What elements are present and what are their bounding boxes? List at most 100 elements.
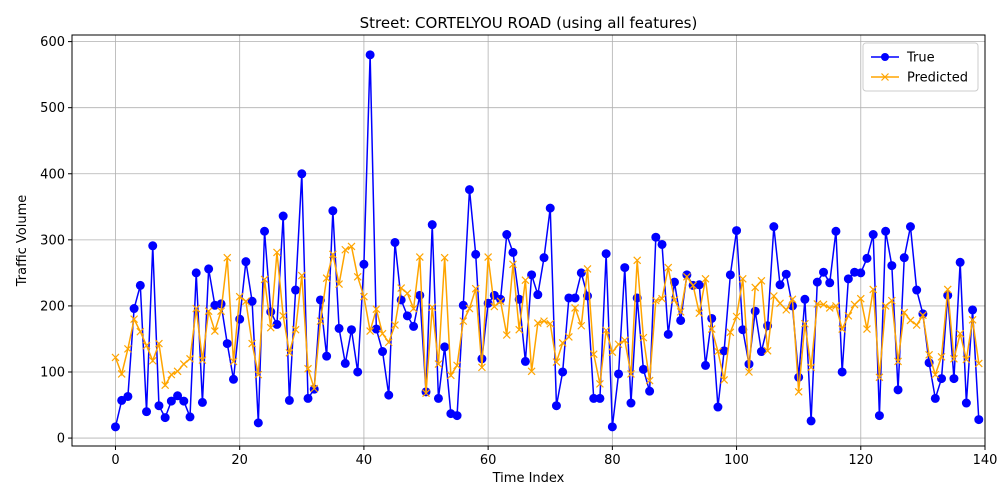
data-point: [558, 338, 567, 347]
data-point: [899, 253, 909, 263]
data-point: [191, 268, 201, 278]
data-point: [166, 396, 176, 406]
data-point: [391, 321, 399, 330]
data-point: [372, 305, 381, 314]
data-point: [707, 325, 716, 333]
data-point: [571, 303, 580, 312]
data-point: [415, 290, 425, 300]
data-point: [117, 395, 127, 405]
data-point: [800, 294, 810, 304]
legend: True Predicted: [862, 42, 979, 92]
data-point: [446, 371, 455, 380]
data-point: [484, 253, 493, 261]
y-tick-label: 400: [40, 167, 65, 182]
data-point: [384, 338, 393, 347]
data-point: [819, 300, 828, 309]
data-point: [950, 354, 958, 363]
x-tick-label: 0: [111, 453, 119, 468]
data-point: [378, 329, 387, 338]
data-point: [545, 203, 555, 213]
data-point: [185, 412, 195, 422]
x-tick-label: 80: [604, 453, 621, 468]
data-point: [453, 361, 461, 370]
data-point: [676, 307, 685, 316]
plot-frame: [71, 34, 986, 447]
data-point: [887, 296, 896, 305]
data-point: [602, 326, 611, 335]
data-point: [663, 329, 673, 339]
data-point: [837, 367, 847, 377]
data-point: [738, 274, 747, 283]
x-tick-label: 120: [848, 453, 873, 468]
data-point: [459, 317, 468, 326]
chart-title: Street: CORTELYOU ROAD (using all featur…: [360, 14, 698, 32]
data-point: [304, 364, 312, 373]
data-point: [160, 413, 170, 423]
data-point: [961, 398, 971, 408]
data-point: [179, 396, 189, 406]
data-point: [458, 300, 468, 310]
data-point: [608, 348, 617, 357]
data-point: [284, 395, 294, 405]
data-point: [645, 386, 655, 396]
data-point: [601, 249, 611, 259]
data-point: [217, 307, 225, 316]
data-point: [956, 329, 965, 338]
data-point: [123, 391, 133, 401]
data-point: [664, 263, 673, 272]
data-point: [328, 250, 337, 259]
y-tick-label: 0: [57, 432, 65, 447]
data-point: [930, 393, 940, 403]
data-point: [651, 296, 660, 305]
data-point: [346, 325, 356, 335]
data-point: [863, 325, 871, 333]
data-point: [894, 357, 902, 366]
data-point: [925, 350, 934, 359]
data-point: [502, 230, 512, 240]
data-point: [521, 276, 530, 285]
data-point: [247, 296, 257, 306]
x-tick-label: 40: [356, 453, 373, 468]
data-point: [260, 275, 269, 284]
data-point: [596, 379, 604, 388]
series-predicted: [111, 242, 983, 398]
data-point: [353, 272, 362, 281]
data-point: [471, 249, 481, 259]
data-point: [434, 360, 443, 368]
data-point: [440, 342, 450, 352]
data-point: [570, 293, 580, 303]
data-point: [508, 247, 518, 257]
data-point: [781, 269, 791, 279]
data-point: [714, 347, 722, 356]
data-point: [527, 270, 537, 280]
data-point: [850, 300, 859, 309]
data-point: [353, 367, 363, 377]
axis-ticks: 0 20 40 60 80 100 120 140 0 100 200 300 400 500 600: [40, 35, 997, 468]
data-point: [813, 300, 822, 308]
data-point: [881, 226, 891, 236]
data-point: [639, 333, 648, 342]
data-point: [819, 267, 829, 277]
data-point: [334, 323, 344, 333]
data-point: [862, 253, 872, 263]
data-point: [576, 268, 586, 278]
data-point: [912, 321, 921, 330]
data-point: [732, 312, 741, 321]
data-point: [614, 340, 623, 349]
data-point: [607, 422, 617, 432]
data-point: [222, 339, 232, 349]
data-point: [794, 387, 803, 396]
data-point: [322, 351, 332, 361]
data-point: [868, 230, 878, 240]
data-point: [832, 301, 840, 310]
data-point: [906, 316, 915, 325]
data-point: [838, 325, 847, 333]
data-point: [272, 319, 282, 329]
data-point: [229, 357, 238, 366]
data-point: [123, 344, 132, 353]
data-point: [757, 276, 766, 285]
data-point: [136, 327, 145, 336]
data-point: [725, 270, 735, 280]
